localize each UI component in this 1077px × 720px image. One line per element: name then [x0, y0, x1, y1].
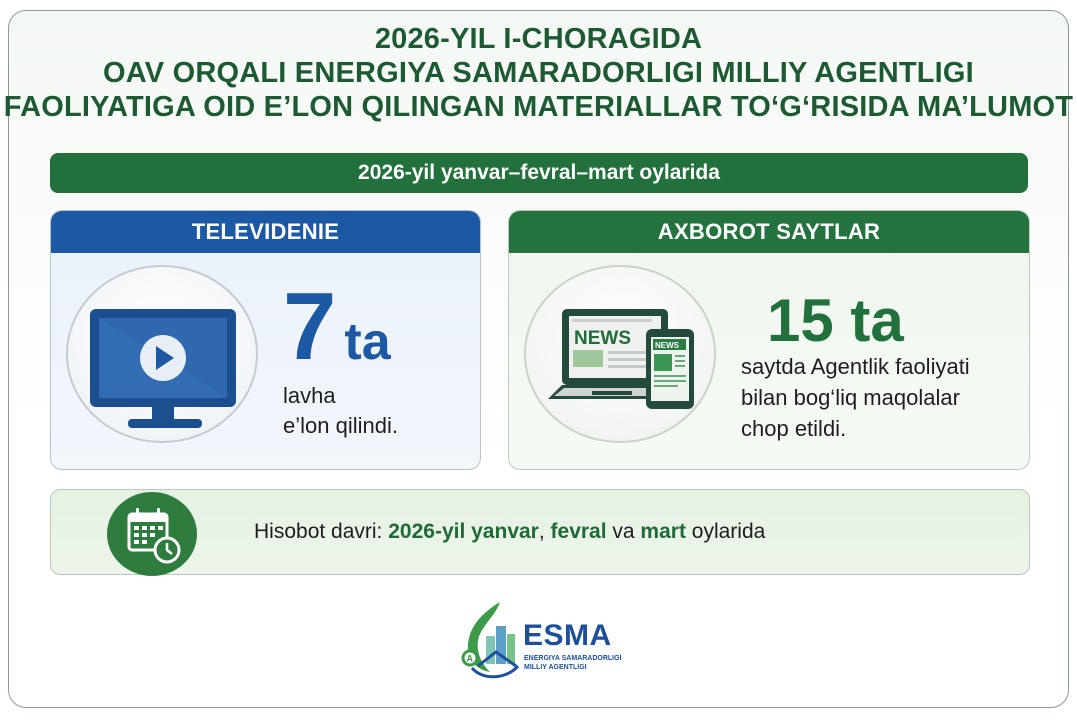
- television-card-header: TELEVIDENIE: [51, 211, 480, 253]
- tv-count-number: 7: [283, 273, 336, 380]
- news-sites-card: AXBOROT SAYTLAR NEWS NEWS: [508, 210, 1030, 470]
- report-year-jan: 2026-yil yanvar: [388, 520, 539, 543]
- tv-desc-line-2: e’lon qilindi.: [283, 413, 398, 438]
- tv-play-icon: [66, 265, 258, 443]
- page-title: 2026-YIL I-CHORAGIDA OAV ORQALI ENERGIYA…: [0, 22, 1077, 124]
- report-tail: oylarida: [685, 520, 766, 543]
- report-feb: fevral: [550, 520, 607, 543]
- svg-text:NEWS: NEWS: [655, 341, 680, 350]
- web-desc-line-1: saytda Agentlik faoliyati: [741, 354, 970, 379]
- news-devices-icon: NEWS NEWS: [524, 265, 716, 443]
- report-period-text: Hisobot davri: 2026-yil yanvar, fevral v…: [254, 518, 765, 546]
- logo-name: ESMA: [523, 619, 612, 652]
- report-mar: mart: [640, 520, 686, 543]
- web-desc-line-2: bilan bog‘liq maqolalar: [741, 385, 960, 410]
- report-sep: va: [606, 520, 641, 543]
- web-description: saytda Agentlik faoliyati bilan bog‘liq …: [741, 351, 970, 444]
- television-card: TELEVIDENIE 7 ta lavha e’lon qilindi.: [50, 210, 481, 470]
- tv-count: 7 ta: [283, 279, 391, 375]
- title-line-2: OAV ORQALI ENERGIYA SAMARADORLIGI MILLIY…: [103, 57, 974, 89]
- logo-subtitle: ENERGIYA SAMARADORLIGI MILLIY AGENTLIGI: [524, 654, 622, 672]
- tv-count-unit: ta: [344, 313, 391, 371]
- logo-sub-line-2: MILLIY AGENTLIGI: [524, 664, 587, 671]
- period-banner: 2026-yil yanvar–fevral–mart oylarida: [50, 153, 1028, 193]
- calendar-clock-icon: [107, 492, 197, 576]
- title-line-1: 2026-YIL I-CHORAGIDA: [374, 23, 703, 55]
- esma-logo: A ESMA ENERGIYA SAMARADORLIGI MILLIY AGE…: [460, 600, 640, 680]
- title-line-3: FAOLIYATIGA OID E’LON QILINGAN MATERIALL…: [3, 91, 1074, 123]
- svg-text:NEWS: NEWS: [574, 328, 631, 349]
- report-period-bar: Hisobot davri: 2026-yil yanvar, fevral v…: [50, 489, 1030, 576]
- web-count: 15 ta: [767, 287, 904, 354]
- report-label: Hisobot davri:: [254, 520, 389, 543]
- report-sep: ,: [538, 520, 551, 543]
- web-desc-line-3: chop etildi.: [741, 416, 847, 441]
- leaf-building-icon: A: [461, 602, 520, 679]
- news-sites-card-header: AXBOROT SAYTLAR: [509, 211, 1029, 253]
- tv-desc-line-1: lavha: [283, 383, 336, 408]
- svg-text:A: A: [467, 654, 474, 664]
- logo-sub-line-1: ENERGIYA SAMARADORLIGI: [524, 655, 622, 662]
- tv-description: lavha e’lon qilindi.: [283, 381, 398, 441]
